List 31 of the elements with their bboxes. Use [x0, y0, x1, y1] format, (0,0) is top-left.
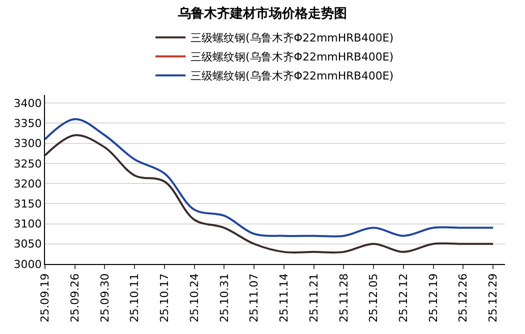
y-tick-label: 3250 — [14, 157, 42, 170]
x-tick-label: 25.09.30 — [98, 273, 112, 322]
y-tick-label: 3150 — [14, 197, 42, 210]
x-tick-label: 25.10.24 — [188, 273, 201, 322]
x-tick-label: 25.12.29 — [486, 273, 500, 322]
y-tick-label: 3400 — [14, 96, 42, 110]
x-tick-label: 25.09.19 — [38, 273, 52, 322]
y-tick-label: 3100 — [14, 218, 42, 231]
x-tick-label: 25.11.07 — [248, 273, 261, 322]
y-tick-label: 3350 — [14, 117, 42, 130]
x-tick-label: 25.11.14 — [278, 273, 291, 322]
legend-label: 三级螺纹钢(乌鲁木齐Φ22mmHRB400E) — [190, 32, 394, 45]
x-tick-label: 25.10.17 — [158, 273, 172, 322]
legend-label: 三级螺纹钢(乌鲁木齐Φ22mmHRB400E) — [190, 50, 394, 64]
y-tick-label: 3200 — [14, 177, 42, 190]
x-tick-label: 25.12.19 — [426, 273, 440, 322]
y-tick-label: 3050 — [14, 238, 42, 251]
x-tick-label: 25.10.11 — [128, 273, 142, 322]
line-series — [45, 134, 494, 254]
x-tick-label: 25.11.28 — [337, 273, 350, 322]
y-tick-label: 3000 — [14, 258, 42, 271]
x-tick-label: 25.11.21 — [307, 273, 320, 322]
chart-title: 乌鲁木齐建材市场价格走势图 — [177, 5, 347, 22]
x-tick-label: 25.12.12 — [397, 273, 410, 322]
x-tick-label: 25.10.31 — [218, 273, 231, 322]
line-series — [45, 118, 494, 238]
x-tick-label: 25.12.05 — [367, 273, 380, 322]
y-tick-label: 3300 — [14, 137, 42, 150]
x-tick-label: 25.12.26 — [456, 273, 470, 322]
legend-label: 三级螺纹钢(乌鲁木齐Φ22mmHRB400E) — [190, 70, 394, 83]
x-tick-label: 25.09.26 — [68, 273, 82, 322]
